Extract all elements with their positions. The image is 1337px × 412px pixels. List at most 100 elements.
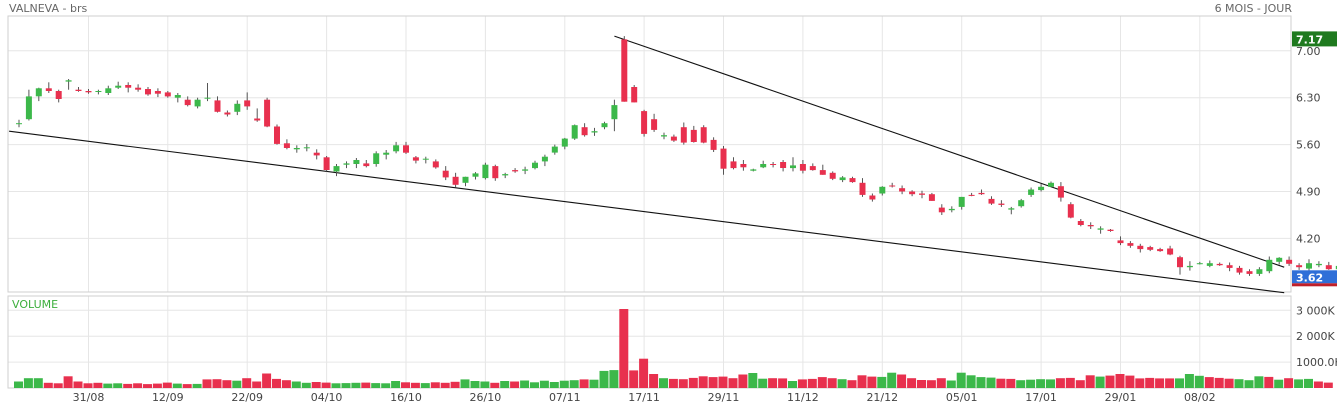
candle-body xyxy=(383,152,390,155)
candle-body xyxy=(472,173,479,177)
candle xyxy=(1067,202,1074,219)
candle-body xyxy=(978,192,985,195)
candle xyxy=(1117,236,1124,246)
candle xyxy=(829,171,836,181)
candle-body xyxy=(115,85,122,88)
candle xyxy=(1226,262,1233,272)
volume-bar xyxy=(341,383,351,388)
volume-bar xyxy=(242,378,252,388)
price-panel-frame xyxy=(7,15,1292,293)
candle-body xyxy=(303,147,310,149)
candle-body xyxy=(571,125,578,139)
volume-bar xyxy=(827,378,837,388)
candle xyxy=(1206,260,1213,268)
candle xyxy=(1196,261,1203,265)
candle xyxy=(482,162,489,180)
candle xyxy=(244,92,251,110)
candle xyxy=(214,96,221,113)
volume-bar xyxy=(162,382,172,388)
volume-bar xyxy=(778,378,788,388)
candle xyxy=(472,172,479,180)
candle-body xyxy=(264,99,271,127)
candle-body xyxy=(1157,249,1164,252)
volume-bar xyxy=(837,379,847,388)
candle-body xyxy=(690,129,697,142)
candle xyxy=(661,132,667,140)
candle xyxy=(1147,245,1154,252)
candle xyxy=(760,160,767,169)
date-tick-label: 17/01 xyxy=(1025,391,1057,404)
volume-bar xyxy=(857,375,867,388)
candle-body xyxy=(75,89,82,91)
candle xyxy=(641,109,648,137)
volume-bar xyxy=(946,380,956,388)
volume-bar xyxy=(539,380,549,388)
volume-bar xyxy=(202,379,212,388)
volume-tick-label: 2 000K xyxy=(1296,330,1335,343)
volume-bar xyxy=(1016,380,1026,388)
candle-body xyxy=(95,91,102,92)
candle-body xyxy=(958,196,965,207)
volume-bar xyxy=(917,380,926,388)
volume-bar xyxy=(222,380,232,388)
volume-bar xyxy=(113,383,123,388)
volume-bar xyxy=(152,383,162,388)
volume-bar xyxy=(589,379,599,388)
volume-bar xyxy=(1284,378,1294,388)
candle xyxy=(909,190,916,197)
date-tick-label: 08/02 xyxy=(1184,391,1216,404)
volume-bar xyxy=(510,381,520,388)
candle-body xyxy=(512,170,519,172)
candle xyxy=(1038,184,1045,192)
candle-body xyxy=(452,176,459,185)
candle-body xyxy=(710,139,717,150)
volume-bar xyxy=(391,381,401,388)
volume-bar xyxy=(1145,377,1155,388)
candle xyxy=(234,100,241,116)
volume-bar xyxy=(907,378,917,388)
candle xyxy=(799,160,806,174)
candle xyxy=(740,160,747,171)
candle-body xyxy=(1107,229,1114,231)
candle-body xyxy=(1276,257,1283,262)
volume-bar xyxy=(678,379,688,388)
volume-bar xyxy=(331,383,341,388)
candle xyxy=(869,193,876,202)
candle xyxy=(1077,219,1084,227)
volume-bar xyxy=(758,378,768,388)
volume-bar xyxy=(1085,375,1095,388)
candle-body xyxy=(135,87,142,90)
candle-body xyxy=(353,160,360,164)
candle xyxy=(462,176,469,187)
high-price-marker xyxy=(1292,31,1337,47)
candle-body xyxy=(899,188,906,192)
volume-bar xyxy=(63,376,73,388)
candle xyxy=(1276,257,1283,265)
candle xyxy=(1157,247,1164,252)
date-tick-label: 12/09 xyxy=(152,391,184,404)
candle-body xyxy=(313,152,320,156)
candle xyxy=(403,141,409,154)
volume-tick-label: 1000.0K xyxy=(1296,356,1337,369)
candle-body xyxy=(998,203,1005,205)
volume-bar xyxy=(321,382,331,388)
candle-body xyxy=(224,112,231,115)
volume-bar xyxy=(440,382,450,388)
candle-body xyxy=(670,136,677,141)
candle xyxy=(998,200,1005,207)
volume-bar xyxy=(490,382,500,388)
candle xyxy=(1216,262,1223,266)
volume-bar xyxy=(103,383,113,388)
candle xyxy=(601,121,608,130)
candle xyxy=(1028,187,1035,197)
candle xyxy=(323,156,330,172)
candle xyxy=(204,83,211,102)
candle-body xyxy=(799,164,806,171)
candle xyxy=(363,160,370,168)
candle-body xyxy=(651,119,658,130)
candle-body xyxy=(869,195,876,200)
candle xyxy=(571,124,578,140)
candle xyxy=(85,89,92,94)
candle xyxy=(730,157,737,170)
